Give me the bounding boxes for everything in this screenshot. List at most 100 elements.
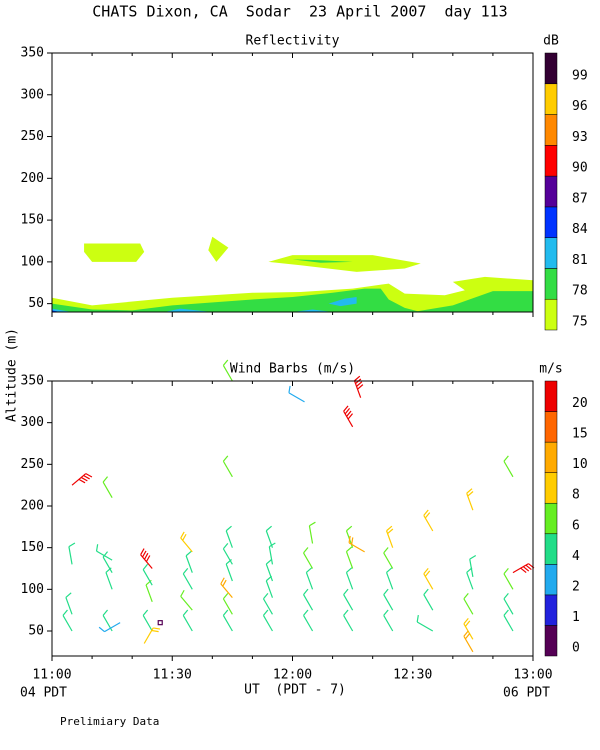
wind-barb <box>220 577 233 599</box>
barb-staff <box>503 460 514 478</box>
barb-staff <box>303 552 314 569</box>
wind-barb <box>62 609 73 632</box>
barb-staff <box>265 563 274 582</box>
colorbar-swatch <box>544 52 558 85</box>
barb-feather <box>467 491 474 497</box>
barb-staff <box>343 594 354 611</box>
colorbar-tick-label: 4 <box>572 549 580 564</box>
barb-feather <box>68 542 76 548</box>
barb-feather <box>140 548 145 556</box>
barb-staff <box>265 530 274 548</box>
barb-staff <box>185 555 193 573</box>
wind-barb <box>225 525 233 548</box>
wind-barb <box>288 385 305 403</box>
barb-staff <box>182 573 193 590</box>
barb-staff <box>345 572 354 590</box>
barb-feather <box>265 559 272 565</box>
barb-feather <box>222 359 229 366</box>
barb-staff <box>268 546 274 565</box>
contour-region <box>292 259 353 263</box>
wind-barb <box>222 359 233 382</box>
barb-staff <box>423 594 434 611</box>
wind-barb <box>423 567 434 590</box>
wind-barb <box>348 535 365 553</box>
contour-region <box>208 236 229 262</box>
barb-feather <box>503 455 509 462</box>
barb-feather <box>145 555 151 562</box>
colorbar-tick-label: 0 <box>572 641 580 656</box>
barb-feather <box>347 413 354 420</box>
wind-barb <box>343 588 354 611</box>
colorbar-tick-label: 6 <box>572 518 580 533</box>
barb-staff <box>222 460 233 478</box>
wind-barb <box>469 555 477 577</box>
colorbar-label: m/s <box>539 362 562 377</box>
barb-feather <box>222 609 229 616</box>
wind-barb <box>383 609 394 632</box>
x-tick-label: 12:30 <box>393 668 432 683</box>
wind-barb <box>65 592 73 615</box>
colorbar-swatch <box>544 206 558 238</box>
colorbar-label: dB <box>543 34 559 49</box>
barb-staff <box>345 551 354 569</box>
wind-barb <box>222 609 233 632</box>
wind-barb <box>268 542 276 565</box>
colorbar-swatch <box>544 145 558 177</box>
barb-staff <box>503 615 514 632</box>
wind-barb <box>303 609 314 632</box>
barb-feather <box>288 385 291 393</box>
wind-barb <box>343 609 354 632</box>
barb-feather <box>80 476 88 482</box>
wind-barb <box>308 521 316 544</box>
barb-feather <box>386 525 393 532</box>
wind-barb <box>142 609 153 632</box>
contour-region <box>412 291 533 312</box>
wind-barb <box>182 567 193 590</box>
wind-barb <box>222 592 233 615</box>
x-tick-label: 13:00 <box>513 668 552 683</box>
wind-barb <box>416 614 434 632</box>
x-axis-left-label: 04 PDT <box>20 686 67 701</box>
barb-staff <box>182 615 193 632</box>
colorbar-swatch <box>544 380 558 412</box>
wind-barb <box>383 547 394 569</box>
contour-region <box>268 255 421 272</box>
barb-feather <box>357 384 364 390</box>
barb-feather <box>503 592 509 600</box>
barb-feather <box>95 544 99 552</box>
barb-feather <box>343 405 349 412</box>
colorbar-swatch <box>544 594 558 626</box>
colorbar-swatch <box>544 268 558 300</box>
colorbar-tick-label: 2 <box>572 579 580 594</box>
barb-staff <box>503 598 514 615</box>
wind-barb <box>180 531 193 553</box>
wind-barb <box>140 548 153 569</box>
barb-staff <box>222 598 233 615</box>
barb-feather <box>182 609 189 616</box>
barb-feather <box>383 609 389 616</box>
barb-feather <box>522 566 530 572</box>
barb-feather <box>62 609 68 616</box>
barb-staff <box>343 615 354 632</box>
barb-staff <box>466 572 474 590</box>
barb-feather <box>85 473 93 478</box>
colorbar-swatch <box>544 237 558 269</box>
y-tick-label: 350 <box>21 374 44 389</box>
wind-barb <box>463 630 474 653</box>
barb-staff <box>262 598 273 615</box>
colorbar-swatch <box>544 175 558 208</box>
barb-staff <box>288 392 305 403</box>
wind-barb <box>466 488 474 511</box>
barb-feather <box>222 579 227 587</box>
calm-marker <box>157 620 163 626</box>
y-tick-label: 100 <box>21 254 44 269</box>
barb-feather <box>423 509 429 516</box>
barb-feather <box>424 570 431 577</box>
panel-title: Wind Barbs (m/s) <box>230 362 355 377</box>
barb-feather <box>387 528 394 535</box>
wind-barb <box>503 567 514 590</box>
barb-feather <box>102 551 109 558</box>
barb-feather <box>222 592 229 600</box>
contour-region <box>52 276 533 312</box>
barb-staff <box>105 572 113 590</box>
